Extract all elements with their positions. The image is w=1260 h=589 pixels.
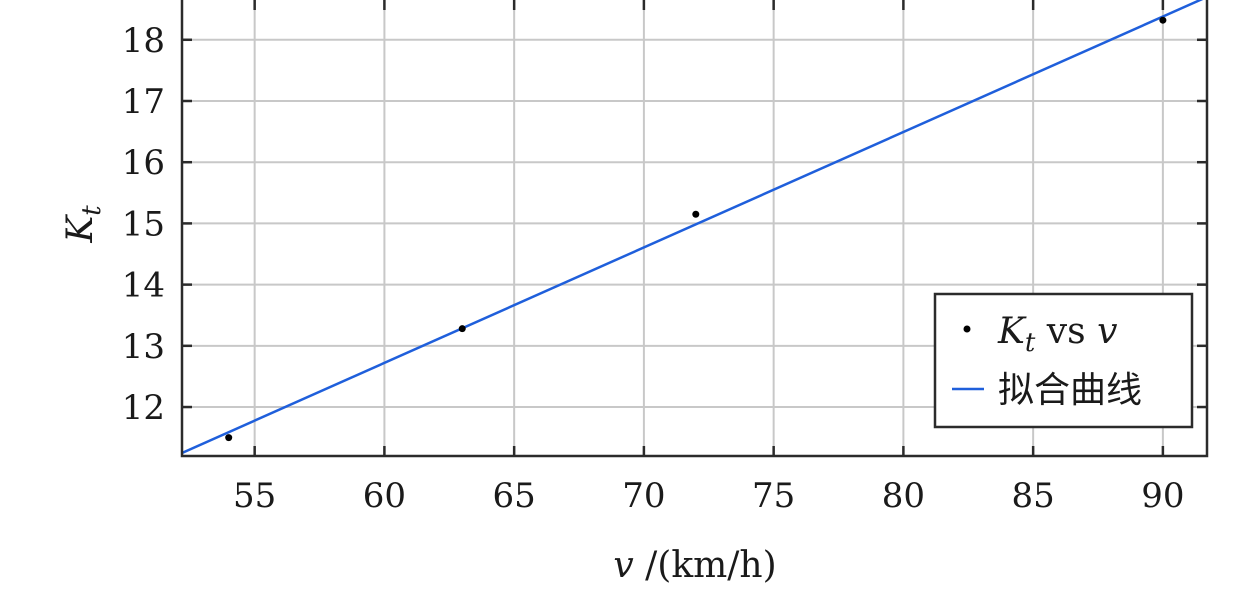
- fit-line: [182, 0, 1204, 455]
- y-tick-label: 18: [122, 21, 165, 61]
- x-tick-label: 75: [752, 476, 795, 516]
- legend-label-line: 拟合曲线: [998, 370, 1142, 411]
- fit-line-series: [182, 0, 1204, 455]
- y-axis-label: Kt: [60, 205, 107, 244]
- x-tick-label: 70: [622, 476, 665, 516]
- plot-frame: [180, 0, 1209, 458]
- y-tick-label: 12: [122, 388, 165, 428]
- x-tick-label: 90: [1141, 476, 1184, 516]
- axis-ticks: [182, 0, 1207, 456]
- y-tick-label: 13: [122, 327, 165, 367]
- x-axis-label-unit: /(km/h): [634, 545, 777, 586]
- data-point: [692, 210, 700, 218]
- data-point: [458, 325, 466, 333]
- legend-label-points-mid: vs: [1035, 311, 1097, 352]
- y-tick-label: 17: [122, 82, 165, 122]
- y-tick-label: 14: [122, 266, 165, 306]
- y-tick-label: 15: [122, 204, 165, 244]
- legend-box: [933, 292, 1194, 429]
- x-tick-labels: 55 60 65 70 75 80 85 90: [233, 476, 1184, 516]
- y-axis-label-sub: t: [77, 205, 107, 216]
- data-point: [225, 434, 233, 442]
- legend: Kt vs v 拟合曲线: [933, 292, 1194, 429]
- legend-label-points-var2: v: [1097, 311, 1117, 352]
- legend-label-points-sub: t: [1025, 328, 1036, 358]
- legend-label-points-var: K: [997, 311, 1027, 352]
- legend-marker-points: [963, 325, 971, 333]
- x-tick-label: 80: [882, 476, 925, 516]
- data-points-series: [225, 16, 1167, 442]
- y-tick-label: 16: [122, 143, 165, 183]
- x-tick-label: 65: [493, 476, 536, 516]
- y-tick-labels: 12 13 14 15 16 17 18: [122, 21, 165, 428]
- x-axis-label-var: v: [613, 545, 633, 586]
- data-point: [1159, 16, 1167, 24]
- x-tick-label: 85: [1012, 476, 1055, 516]
- legend-label-points: Kt vs v: [997, 311, 1117, 358]
- x-tick-label: 55: [233, 476, 276, 516]
- x-tick-label: 60: [363, 476, 406, 516]
- y-axis-label-var: K: [60, 214, 101, 244]
- x-axis-label: v /(km/h): [613, 545, 776, 586]
